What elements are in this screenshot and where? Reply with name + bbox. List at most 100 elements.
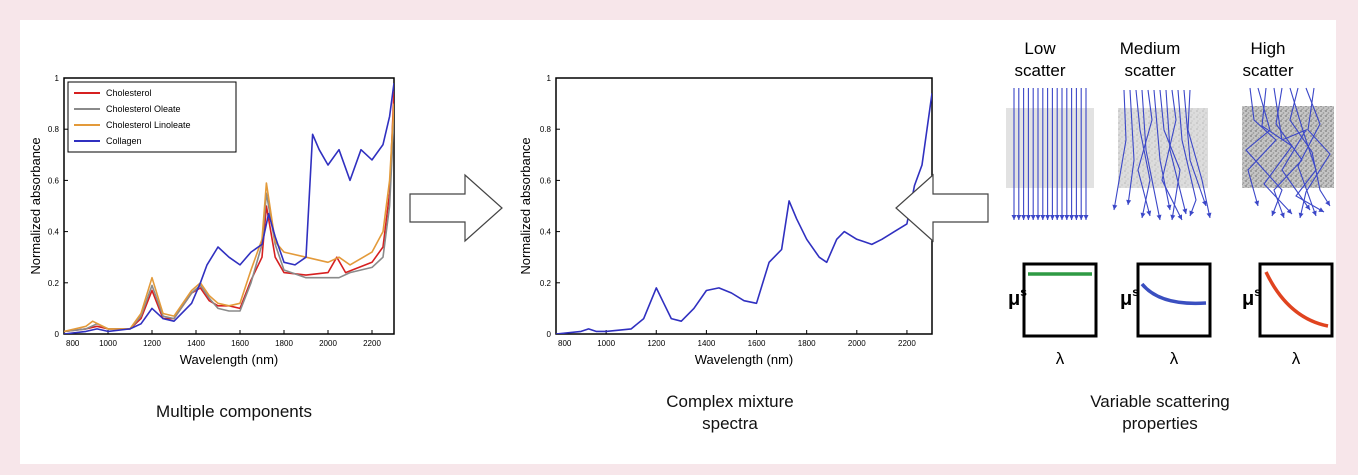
caption-line: Variable scattering (1090, 392, 1230, 411)
caption-complex-mixture: Complex mixture spectra (640, 391, 820, 435)
photon-ray (1183, 89, 1207, 207)
series-line-3 (64, 82, 394, 334)
series-line-2 (64, 103, 394, 333)
photon-ray (1165, 89, 1187, 215)
figure-panel: 0 0.2 0.4 0.6 0.8 1 800 1000 1200 1400 1600 1800 200… (20, 20, 1336, 464)
photon-ray (1247, 87, 1277, 207)
plot-frame (1258, 262, 1334, 338)
x-tick-label: 1600 (748, 339, 766, 348)
photon-ray (1153, 89, 1171, 211)
plot-frame (1022, 262, 1098, 338)
photon-ray (1187, 89, 1211, 219)
low-scatter-plot: μs λ (1008, 262, 1098, 368)
low-scatter-label: Low (1024, 39, 1056, 58)
photon-ray (1289, 87, 1331, 207)
x-tick-label: 2200 (363, 339, 381, 348)
x-tick-label: 1000 (597, 339, 615, 348)
y-tick-label: 0.2 (540, 279, 552, 288)
caption-line: properties (1122, 414, 1198, 433)
photon-ray (1113, 89, 1127, 211)
y-tick-label: 1 (547, 74, 552, 83)
photon-ray (1245, 87, 1283, 217)
caption-variable-scattering: Variable scattering properties (1060, 391, 1260, 435)
lambda-label: λ (1170, 349, 1179, 368)
legend-label: Cholesterol Linoleate (106, 120, 191, 130)
photon-ray (1127, 89, 1135, 206)
chart-frame (555, 77, 933, 335)
high-scatter-plot: μs λ (1242, 262, 1334, 368)
low-scatter-label-2: scatter (1014, 61, 1065, 80)
high-scatter-label-2: scatter (1242, 61, 1293, 80)
y-axis-label: Normalized absorbance (28, 137, 43, 274)
legend-label: Cholesterol (106, 88, 152, 98)
high-scatter-rays (1245, 87, 1331, 219)
y-tick-label: 0.8 (48, 125, 60, 134)
scatter-diagram: Low scatter Medium scatter High scatter … (1006, 39, 1334, 368)
caption-line: spectra (702, 414, 758, 433)
x-tick-label: 1800 (798, 339, 816, 348)
mu-s-label: μs (1008, 285, 1027, 310)
x-tick-label: 2000 (848, 339, 866, 348)
series-line-0 (556, 93, 932, 334)
caption-line: Complex mixture (666, 392, 794, 411)
x-tick-label: 1000 (99, 339, 117, 348)
series-line-0 (64, 90, 394, 333)
x-tick-label: 2200 (898, 339, 916, 348)
mu-s-label: μs (1242, 285, 1261, 310)
x-tick-label: 1200 (143, 339, 161, 348)
photon-ray (1273, 87, 1311, 211)
x-axis-label: Wavelength (nm) (180, 352, 279, 367)
photon-ray (1299, 87, 1331, 219)
chart-lines (64, 82, 394, 334)
y-tick-label: 0.2 (48, 279, 60, 288)
high-scatter-label: High (1251, 39, 1286, 58)
legend-label: Cholesterol Oleate (106, 104, 181, 114)
photon-ray (1137, 89, 1153, 217)
arrow-right-icon (409, 173, 503, 243)
x-tick-label: 2000 (319, 339, 337, 348)
medium-scatter-label-2: scatter (1124, 61, 1175, 80)
photon-ray (1159, 89, 1181, 221)
low-scatter-rays (1011, 88, 1089, 220)
medium-scatter-plot: μs λ (1120, 262, 1212, 368)
y-tick-label: 0.6 (540, 176, 552, 185)
x-tick-label: 1400 (698, 339, 716, 348)
y-tick-label: 0.6 (48, 176, 60, 185)
medium-scatter-label: Medium (1120, 39, 1180, 58)
x-tick-label: 1400 (187, 339, 205, 348)
x-axis-label: Wavelength (nm) (695, 352, 794, 367)
y-tick-label: 0 (547, 330, 552, 339)
y-tick-label: 1 (55, 74, 60, 83)
y-axis-label: Normalized absorbance (518, 137, 533, 274)
photon-ray (1177, 89, 1197, 217)
photon-ray (1273, 87, 1303, 219)
x-tick-label: 800 (66, 339, 80, 348)
y-tick-label: 0.4 (48, 228, 60, 237)
low-scatter-medium (1006, 108, 1094, 188)
x-tick-label: 1800 (275, 339, 293, 348)
medium-scatter-rays (1112, 89, 1212, 221)
mu-s-label: μs (1120, 285, 1139, 310)
legend-label: Collagen (106, 136, 142, 146)
chart-legend: Cholesterol Cholesterol Oleate Cholesterol… (67, 81, 237, 153)
y-tick-label: 0.4 (540, 228, 552, 237)
x-tick-label: 1200 (647, 339, 665, 348)
x-tick-label: 800 (558, 339, 572, 348)
caption-multiple-components: Multiple components (156, 402, 312, 421)
lambda-label: λ (1292, 349, 1301, 368)
chart-lines (556, 93, 932, 334)
lambda-label: λ (1056, 349, 1065, 368)
medium-scatter-curve (1140, 282, 1207, 306)
y-tick-label: 0 (55, 330, 60, 339)
x-tick-label: 1600 (231, 339, 249, 348)
photon-ray (1141, 89, 1161, 221)
arrow-left-icon (895, 173, 989, 243)
high-scatter-curve (1264, 271, 1329, 328)
y-tick-label: 0.8 (540, 125, 552, 134)
photon-ray (1161, 89, 1183, 221)
